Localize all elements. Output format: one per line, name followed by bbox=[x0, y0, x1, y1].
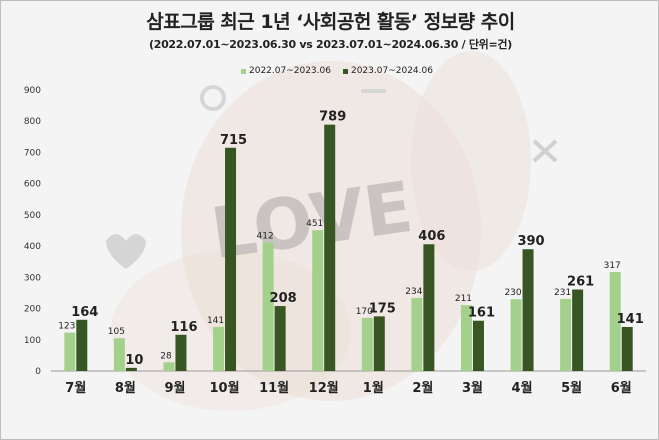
data-label-2023: 164 bbox=[71, 305, 98, 320]
chart-title: 삼표그룹 최근 1년 ‘사회공헌 활동’ 정보량 추이 bbox=[146, 11, 515, 33]
bar-2023 bbox=[225, 147, 237, 371]
data-label-2023: 390 bbox=[517, 234, 544, 249]
bar-2022 bbox=[609, 272, 621, 371]
legend-label-2023: 2023.07~2024.06 bbox=[350, 66, 433, 76]
data-label-2022: 141 bbox=[207, 316, 224, 326]
data-label-2023: 715 bbox=[220, 133, 247, 148]
data-label-2023: 208 bbox=[270, 291, 297, 306]
data-label-2023: 175 bbox=[369, 301, 396, 316]
y-tick-label: 100 bbox=[24, 336, 41, 346]
y-tick-label: 700 bbox=[24, 148, 41, 158]
bar-2023 bbox=[423, 244, 435, 371]
data-label-2022: 170 bbox=[356, 307, 373, 317]
data-label-2022: 28 bbox=[160, 351, 172, 361]
data-label-2022: 230 bbox=[504, 288, 521, 298]
bar-2022 bbox=[312, 230, 324, 371]
bar-2023 bbox=[76, 319, 88, 371]
x-tick-label: 5월 bbox=[561, 380, 582, 396]
x-tick-label: 6월 bbox=[611, 380, 632, 396]
x-tick-label: 3월 bbox=[462, 380, 483, 396]
bar-2023 bbox=[472, 320, 484, 371]
legend-item-2023: 2023.07~2024.06 bbox=[342, 66, 433, 76]
bar-2022 bbox=[560, 298, 572, 371]
bar-2022 bbox=[262, 242, 274, 371]
y-tick-label: 500 bbox=[24, 211, 41, 221]
data-label-2023: 406 bbox=[418, 229, 445, 244]
bar-2023 bbox=[621, 326, 633, 371]
x-tick-label: 4월 bbox=[512, 380, 533, 396]
bar-2023 bbox=[324, 124, 336, 371]
y-tick-label: 900 bbox=[24, 86, 41, 96]
data-label-2022: 412 bbox=[257, 231, 274, 241]
x-tick-label: 10월 bbox=[210, 380, 240, 396]
bar-2022 bbox=[64, 332, 76, 371]
data-label-2022: 211 bbox=[455, 294, 472, 304]
data-label-2023: 789 bbox=[319, 110, 346, 125]
y-tick-label: 600 bbox=[24, 180, 41, 190]
data-label-2023: 161 bbox=[468, 306, 495, 321]
bar-2023 bbox=[274, 306, 286, 371]
legend-label-2022: 2022.07~2023.06 bbox=[249, 66, 331, 76]
legend-item-2022: 2022.07~2023.06 bbox=[241, 66, 331, 76]
x-tick-label: 7월 bbox=[65, 380, 86, 396]
data-label-2022: 123 bbox=[58, 322, 75, 332]
data-label-2022: 451 bbox=[306, 219, 323, 229]
x-tick-label: 8월 bbox=[115, 380, 136, 396]
data-label-2022: 231 bbox=[554, 288, 571, 298]
data-label-2023: 261 bbox=[567, 275, 594, 290]
data-label-2023: 10 bbox=[125, 353, 143, 368]
x-tick-label: 11월 bbox=[259, 380, 289, 396]
bar-2022 bbox=[460, 305, 472, 371]
data-label-2022: 234 bbox=[405, 287, 422, 297]
bar-2022 bbox=[411, 297, 423, 371]
legend: 2022.07~2023.06 2023.07~2024.06 bbox=[241, 66, 433, 76]
legend-swatch-2023 bbox=[342, 68, 348, 74]
bar-2022 bbox=[361, 317, 373, 371]
x-tick-label: 1월 bbox=[363, 380, 384, 396]
bar-2022 bbox=[163, 362, 175, 371]
bar-2022 bbox=[113, 338, 125, 371]
y-tick-label: 300 bbox=[24, 273, 41, 283]
y-tick-label: 800 bbox=[24, 117, 41, 127]
bar-2023 bbox=[373, 316, 385, 371]
chart-subtitle: (2022.07.01~2023.06.30 vs 2023.07.01~202… bbox=[149, 38, 512, 51]
data-label-2022: 105 bbox=[108, 327, 125, 337]
bar-2022 bbox=[510, 299, 522, 371]
data-label-2023: 141 bbox=[617, 312, 644, 327]
y-tick-label: 400 bbox=[24, 242, 41, 252]
x-tick-label: 9월 bbox=[164, 380, 185, 396]
bar-2023 bbox=[125, 367, 137, 371]
data-label-2022: 317 bbox=[604, 261, 621, 271]
bar-2022 bbox=[213, 326, 225, 371]
x-tick-label: 2월 bbox=[412, 380, 433, 396]
data-label-2023: 116 bbox=[170, 320, 197, 335]
legend-swatch-2022 bbox=[241, 68, 246, 74]
bar-2023 bbox=[175, 334, 187, 371]
x-tick-label: 12월 bbox=[309, 380, 339, 396]
bar-2023 bbox=[572, 289, 584, 371]
bar-2023 bbox=[522, 249, 534, 371]
y-tick-label: 0 bbox=[35, 367, 41, 377]
y-tick-label: 200 bbox=[24, 305, 41, 315]
